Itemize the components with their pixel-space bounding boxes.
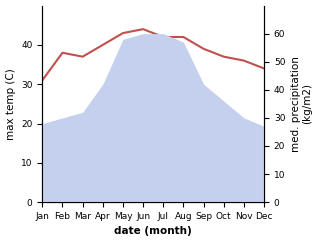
Y-axis label: max temp (C): max temp (C)	[5, 68, 16, 140]
Y-axis label: med. precipitation
(kg/m2): med. precipitation (kg/m2)	[291, 56, 313, 152]
X-axis label: date (month): date (month)	[114, 227, 192, 236]
